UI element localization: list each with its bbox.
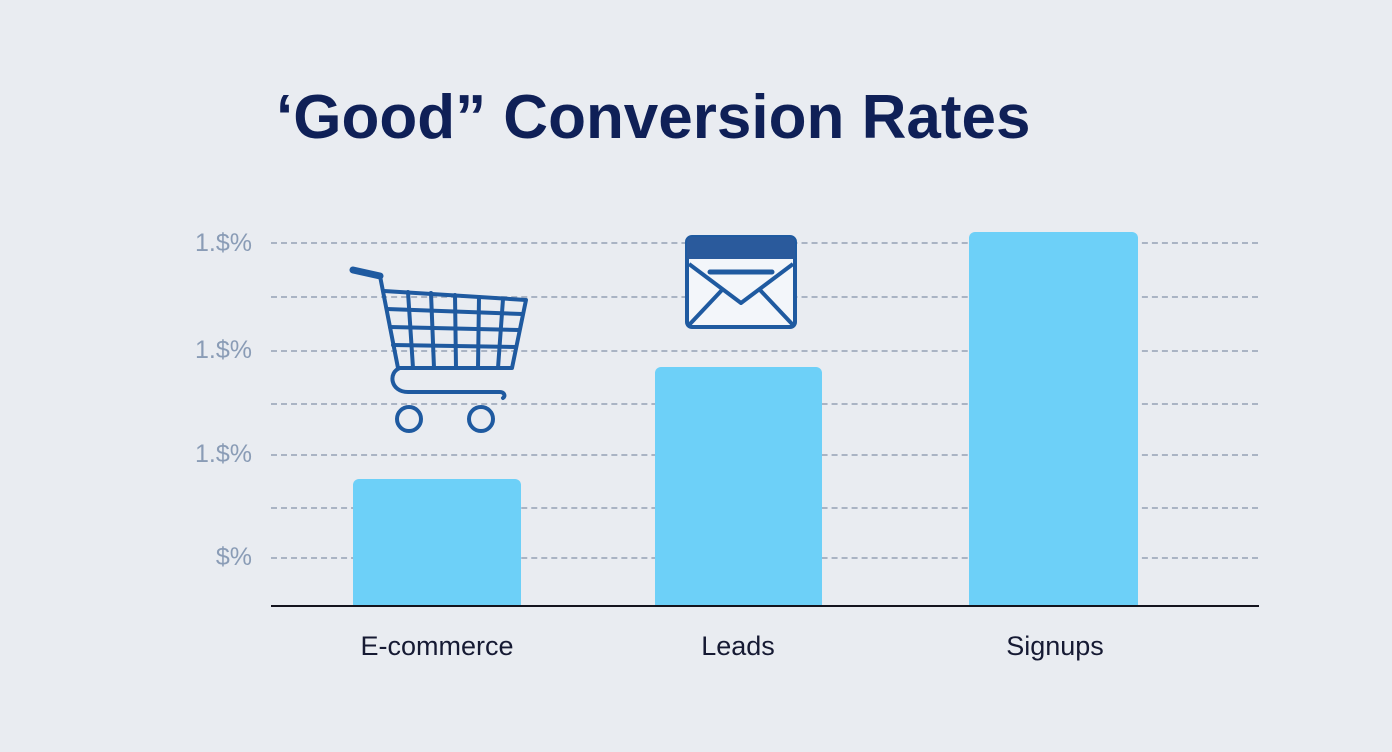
bar-e-commerce (353, 479, 521, 606)
y-tick-label: 1.$% (195, 229, 252, 257)
x-label-signups: Signups (1006, 631, 1104, 661)
gridline (271, 350, 1258, 352)
envelope-icon (685, 235, 797, 329)
x-label-leads: Leads (701, 631, 775, 661)
x-label-e-commerce: E-commerce (360, 631, 514, 661)
shopping-cart-icon (349, 266, 528, 433)
bar-leads (655, 367, 822, 606)
y-tick-label: $% (215, 543, 252, 571)
chart-title: ‘Good” Conversion Rates (276, 83, 1031, 152)
y-tick-label: 1.$% (195, 336, 252, 364)
y-tick-label: 1.$% (195, 440, 252, 468)
bar-signups (969, 232, 1138, 606)
x-axis-line (271, 605, 1259, 607)
